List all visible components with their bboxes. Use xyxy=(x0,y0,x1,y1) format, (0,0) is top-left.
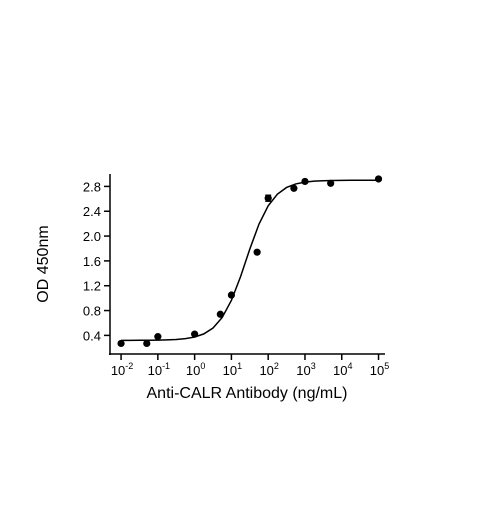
x-tick-base: 10 xyxy=(259,363,273,378)
x-tick-exponent: 3 xyxy=(311,361,316,371)
data-point xyxy=(227,291,236,299)
x-tick-base: 10 xyxy=(333,363,347,378)
data-point xyxy=(253,248,261,256)
x-tick-label: 103 xyxy=(296,361,315,378)
y-tick-label: 0.8 xyxy=(83,304,101,319)
x-tick-base: 10 xyxy=(186,363,200,378)
data-point xyxy=(143,339,151,348)
x-tick-label: 104 xyxy=(333,361,352,378)
data-point xyxy=(374,175,383,183)
y-tick-label: 2.0 xyxy=(83,229,101,244)
x-tick-base: 10 xyxy=(223,363,237,378)
x-axis-title: Anti-CALR Antibody (ng/mL) xyxy=(147,385,348,402)
data-point xyxy=(154,333,162,341)
x-tick-exponent: -2 xyxy=(125,361,133,371)
x-tick-label: 101 xyxy=(223,361,242,378)
x-tick-exponent: -1 xyxy=(162,361,170,371)
x-tick-exponent: 4 xyxy=(347,361,352,371)
y-axis-title: OD 450nm xyxy=(35,225,52,302)
data-point xyxy=(301,177,309,186)
y-tick-label: 0.4 xyxy=(83,328,101,343)
x-tick-label: 105 xyxy=(370,361,389,378)
x-tick-exponent: 5 xyxy=(384,361,389,371)
x-tick-label: 10-2 xyxy=(111,361,133,378)
x-tick-base: 10 xyxy=(370,363,384,378)
fit-curve xyxy=(121,179,379,342)
x-tick-label: 102 xyxy=(259,361,278,378)
data-point xyxy=(290,184,298,192)
y-tick-label: 1.6 xyxy=(83,254,101,269)
x-tick-exponent: 1 xyxy=(237,361,242,371)
data-point xyxy=(327,179,335,187)
x-tick-base: 10 xyxy=(111,363,125,378)
data-point xyxy=(191,330,199,338)
data-point xyxy=(216,310,224,318)
data-point xyxy=(264,194,272,202)
y-tick-label: 2.8 xyxy=(83,179,101,194)
y-tick-label: 2.4 xyxy=(83,204,101,219)
x-tick-label: 100 xyxy=(186,361,205,378)
x-tick-base: 10 xyxy=(148,363,162,378)
x-tick-label: 10-1 xyxy=(148,361,170,378)
y-tick-label: 1.2 xyxy=(83,279,101,294)
x-tick-exponent: 2 xyxy=(274,361,279,371)
x-tick-base: 10 xyxy=(296,363,310,378)
x-tick-exponent: 0 xyxy=(200,361,205,371)
data-point xyxy=(117,339,125,348)
